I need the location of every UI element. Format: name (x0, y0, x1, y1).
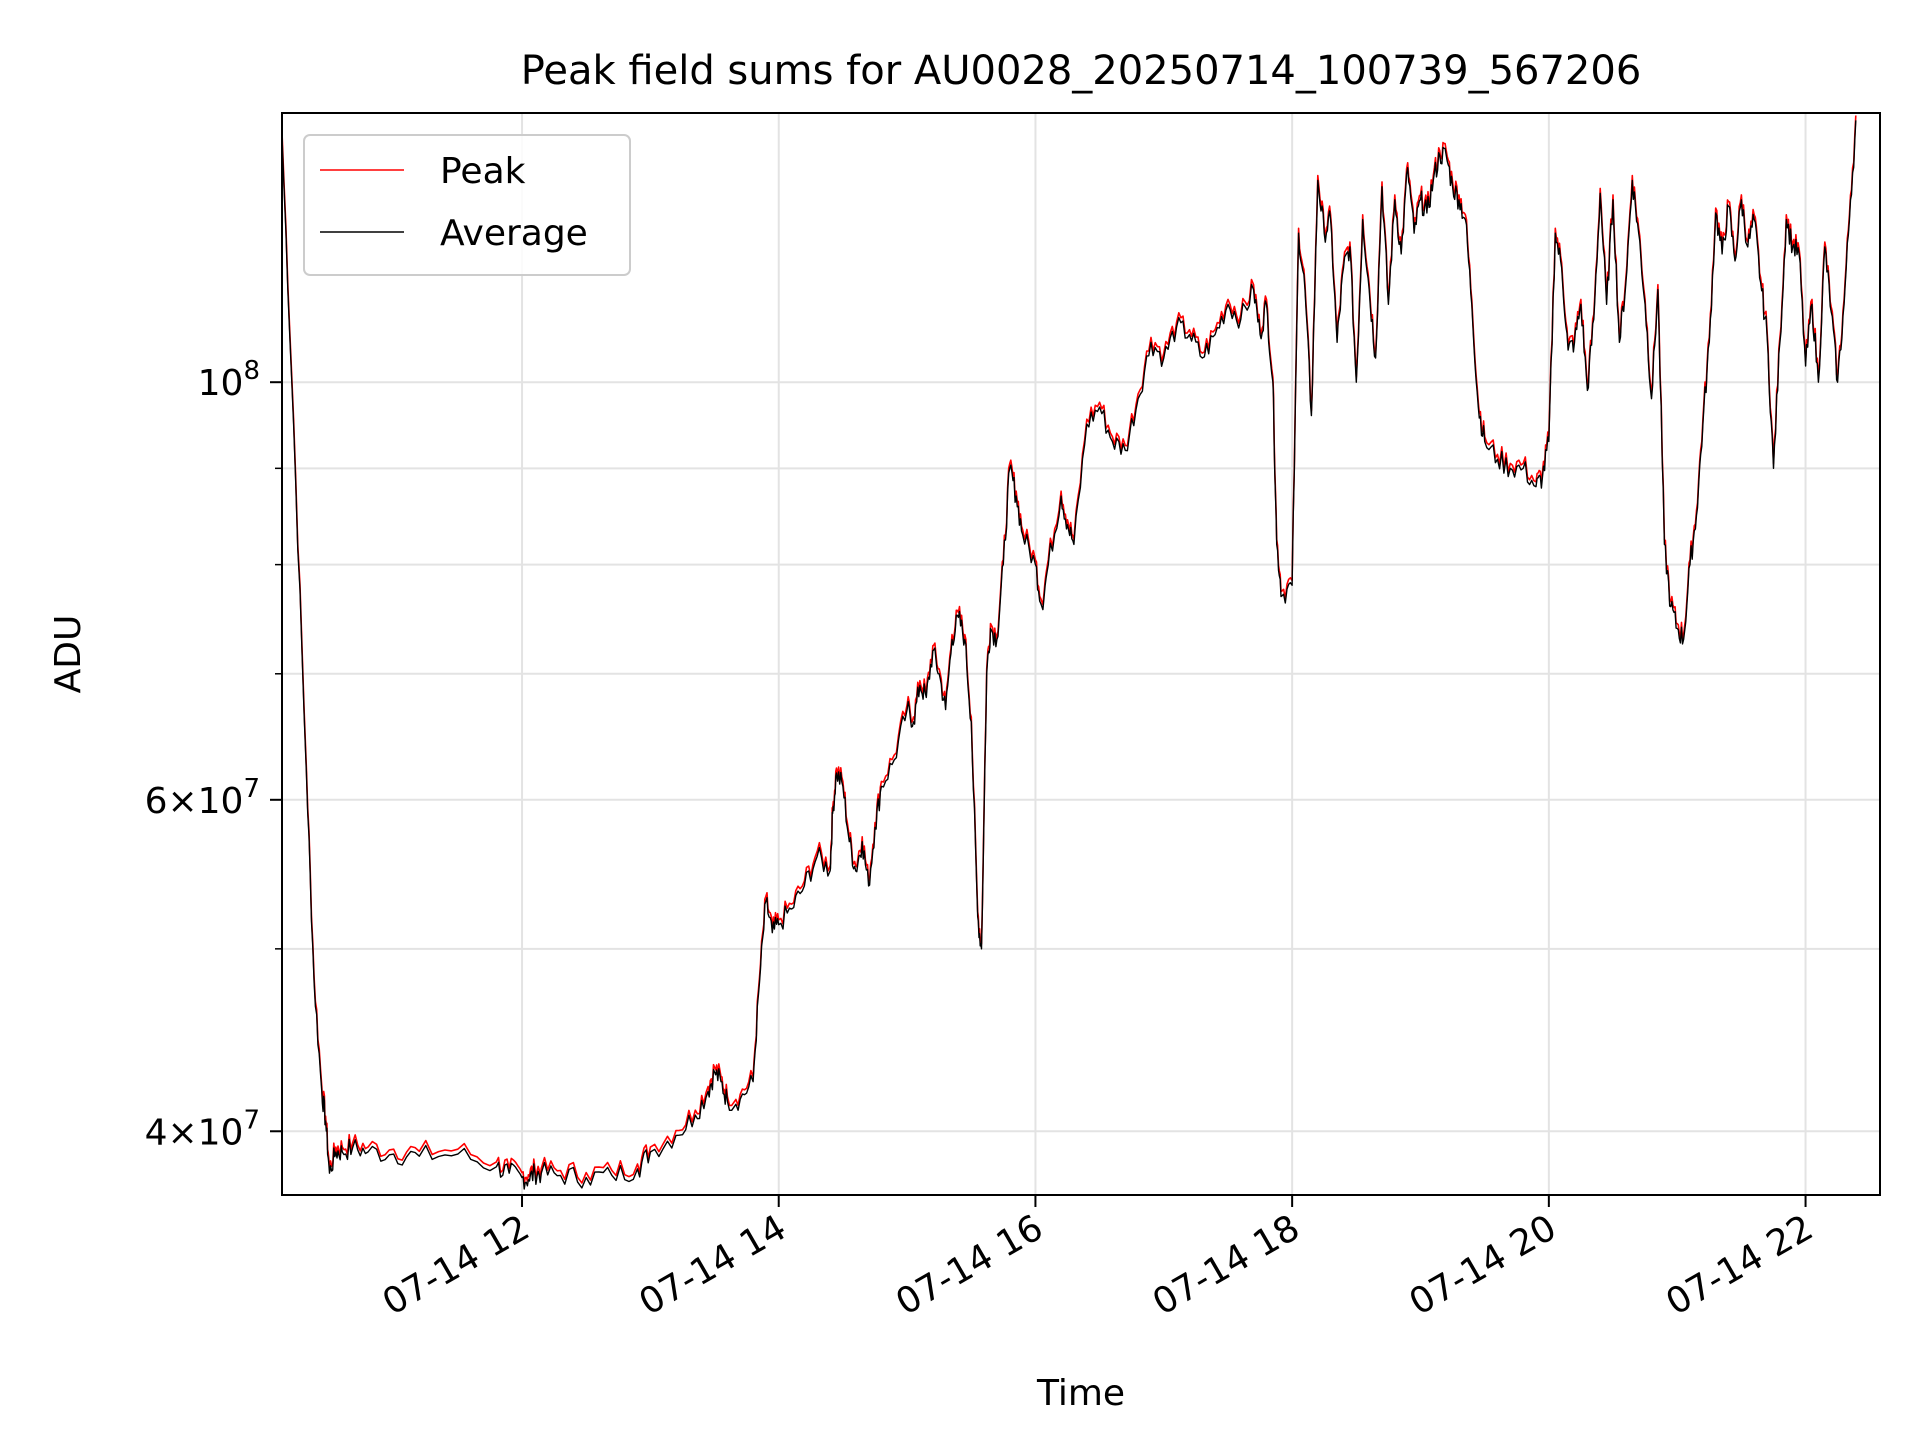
series-line-average (281, 120, 1857, 1190)
legend-label-peak: Peak (440, 151, 526, 192)
y-axis-ticks: 4×107 6×107 108 (145, 356, 282, 1153)
y-axis-label: ADU (48, 615, 89, 694)
chart-title: Peak field sums for AU0028_20250714_1007… (521, 48, 1642, 94)
y-tick-label: 4×107 (145, 1105, 260, 1153)
plot-frame (281, 112, 1881, 1196)
y-tick-label: 6×107 (145, 774, 260, 822)
legend-label-average: Average (440, 213, 588, 254)
series-lines (281, 115, 1857, 1190)
x-axis-label: Time (1036, 1373, 1125, 1414)
y-tick-label: 108 (198, 356, 260, 404)
legend: Peak Average (303, 134, 631, 276)
